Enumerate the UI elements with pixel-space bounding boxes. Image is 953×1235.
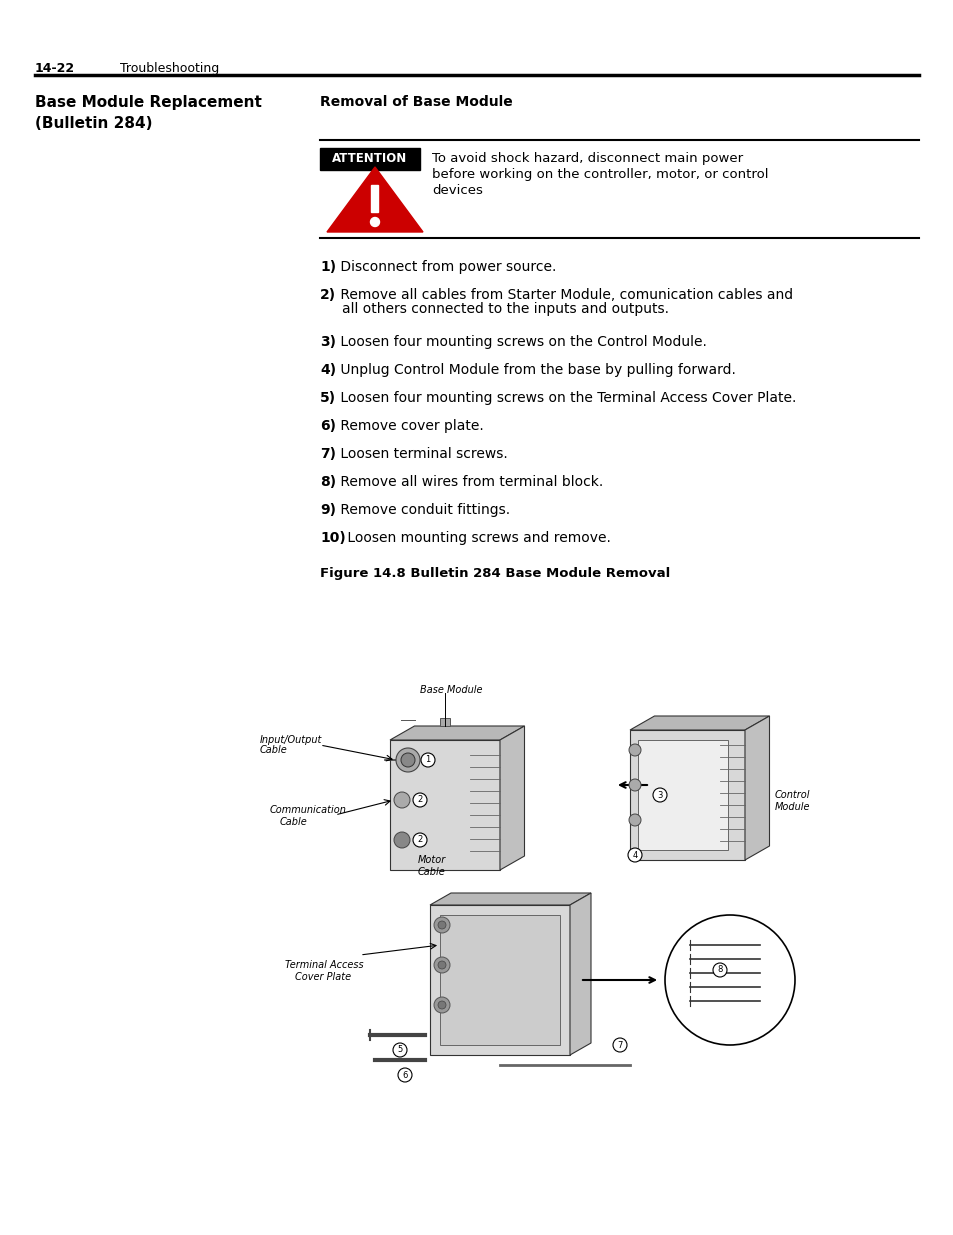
- Circle shape: [437, 1002, 446, 1009]
- Text: Loosen four mounting screws on the Control Module.: Loosen four mounting screws on the Contr…: [335, 335, 706, 350]
- Text: Unplug Control Module from the base by pulling forward.: Unplug Control Module from the base by p…: [335, 363, 735, 377]
- Circle shape: [370, 217, 379, 226]
- Circle shape: [613, 1037, 626, 1052]
- Text: 5: 5: [397, 1046, 402, 1055]
- Text: 2): 2): [319, 288, 335, 303]
- Circle shape: [628, 743, 640, 756]
- Text: (Bulletin 284): (Bulletin 284): [35, 116, 152, 131]
- Circle shape: [394, 832, 410, 848]
- Text: 5): 5): [319, 391, 335, 405]
- Circle shape: [627, 848, 641, 862]
- Text: 8: 8: [717, 966, 722, 974]
- Text: Base Module: Base Module: [419, 685, 482, 695]
- Text: Base Module Replacement: Base Module Replacement: [35, 95, 262, 110]
- Text: 7): 7): [319, 447, 335, 461]
- Text: Troubleshooting: Troubleshooting: [120, 62, 219, 75]
- Text: before working on the controller, motor, or control: before working on the controller, motor,…: [432, 168, 768, 182]
- Text: Cable: Cable: [280, 818, 308, 827]
- Text: 10): 10): [319, 531, 345, 545]
- Text: 4: 4: [632, 851, 637, 860]
- Circle shape: [652, 788, 666, 802]
- Text: Terminal Access: Terminal Access: [285, 960, 363, 969]
- Circle shape: [664, 915, 794, 1045]
- Text: Motor: Motor: [417, 855, 446, 864]
- Circle shape: [394, 792, 410, 808]
- Circle shape: [437, 921, 446, 929]
- Text: Remove all cables from Starter Module, comunication cables and: Remove all cables from Starter Module, c…: [335, 288, 792, 303]
- Circle shape: [434, 918, 450, 932]
- Text: devices: devices: [432, 184, 482, 198]
- Text: Cable: Cable: [260, 745, 288, 755]
- Circle shape: [434, 997, 450, 1013]
- Text: 4): 4): [319, 363, 335, 377]
- Circle shape: [395, 748, 419, 772]
- Circle shape: [393, 1044, 407, 1057]
- Circle shape: [628, 814, 640, 826]
- FancyBboxPatch shape: [430, 905, 569, 1055]
- Text: Loosen terminal screws.: Loosen terminal screws.: [335, 447, 507, 461]
- Circle shape: [628, 779, 640, 790]
- FancyBboxPatch shape: [629, 730, 744, 860]
- Text: 1: 1: [425, 756, 430, 764]
- Text: Loosen mounting screws and remove.: Loosen mounting screws and remove.: [343, 531, 611, 545]
- Circle shape: [413, 832, 427, 847]
- Text: 2: 2: [416, 795, 422, 804]
- Text: Figure 14.8 Bulletin 284 Base Module Removal: Figure 14.8 Bulletin 284 Base Module Rem…: [319, 567, 670, 580]
- Text: Cable: Cable: [417, 867, 445, 877]
- Text: all others connected to the inputs and outputs.: all others connected to the inputs and o…: [341, 303, 668, 316]
- FancyBboxPatch shape: [371, 185, 378, 212]
- Polygon shape: [439, 718, 450, 726]
- Text: 6: 6: [402, 1071, 407, 1079]
- FancyBboxPatch shape: [390, 740, 499, 869]
- Circle shape: [420, 753, 435, 767]
- Text: Remove all wires from terminal block.: Remove all wires from terminal block.: [335, 475, 602, 489]
- Text: 2: 2: [416, 836, 422, 845]
- Text: 6): 6): [319, 419, 335, 433]
- Text: 9): 9): [319, 503, 335, 517]
- Text: Remove cover plate.: Remove cover plate.: [335, 419, 483, 433]
- Circle shape: [434, 957, 450, 973]
- Text: Input/Output: Input/Output: [260, 735, 322, 745]
- FancyBboxPatch shape: [439, 915, 559, 1045]
- Polygon shape: [430, 893, 590, 905]
- Text: 8): 8): [319, 475, 335, 489]
- Text: Remove conduit fittings.: Remove conduit fittings.: [335, 503, 509, 517]
- Text: Communication: Communication: [270, 805, 347, 815]
- Text: Control: Control: [774, 790, 809, 800]
- FancyBboxPatch shape: [319, 148, 419, 170]
- Text: 14-22: 14-22: [35, 62, 75, 75]
- Text: Disconnect from power source.: Disconnect from power source.: [335, 261, 556, 274]
- Polygon shape: [499, 726, 524, 869]
- Text: 3: 3: [657, 790, 662, 799]
- Circle shape: [437, 961, 446, 969]
- Text: Cover Plate: Cover Plate: [294, 972, 351, 982]
- FancyBboxPatch shape: [638, 740, 727, 850]
- Polygon shape: [569, 893, 590, 1055]
- Text: 1): 1): [319, 261, 335, 274]
- Text: To avoid shock hazard, disconnect main power: To avoid shock hazard, disconnect main p…: [432, 152, 742, 165]
- Text: ATTENTION: ATTENTION: [332, 152, 407, 165]
- Text: 3): 3): [319, 335, 335, 350]
- Text: Removal of Base Module: Removal of Base Module: [319, 95, 512, 109]
- Text: 7: 7: [617, 1041, 622, 1050]
- Text: Module: Module: [774, 802, 809, 811]
- Text: Loosen four mounting screws on the Terminal Access Cover Plate.: Loosen four mounting screws on the Termi…: [335, 391, 795, 405]
- Circle shape: [400, 753, 415, 767]
- Polygon shape: [390, 726, 524, 740]
- Circle shape: [397, 1068, 412, 1082]
- Polygon shape: [744, 716, 769, 860]
- Polygon shape: [629, 716, 769, 730]
- Circle shape: [712, 963, 726, 977]
- Circle shape: [413, 793, 427, 806]
- Polygon shape: [327, 167, 422, 232]
